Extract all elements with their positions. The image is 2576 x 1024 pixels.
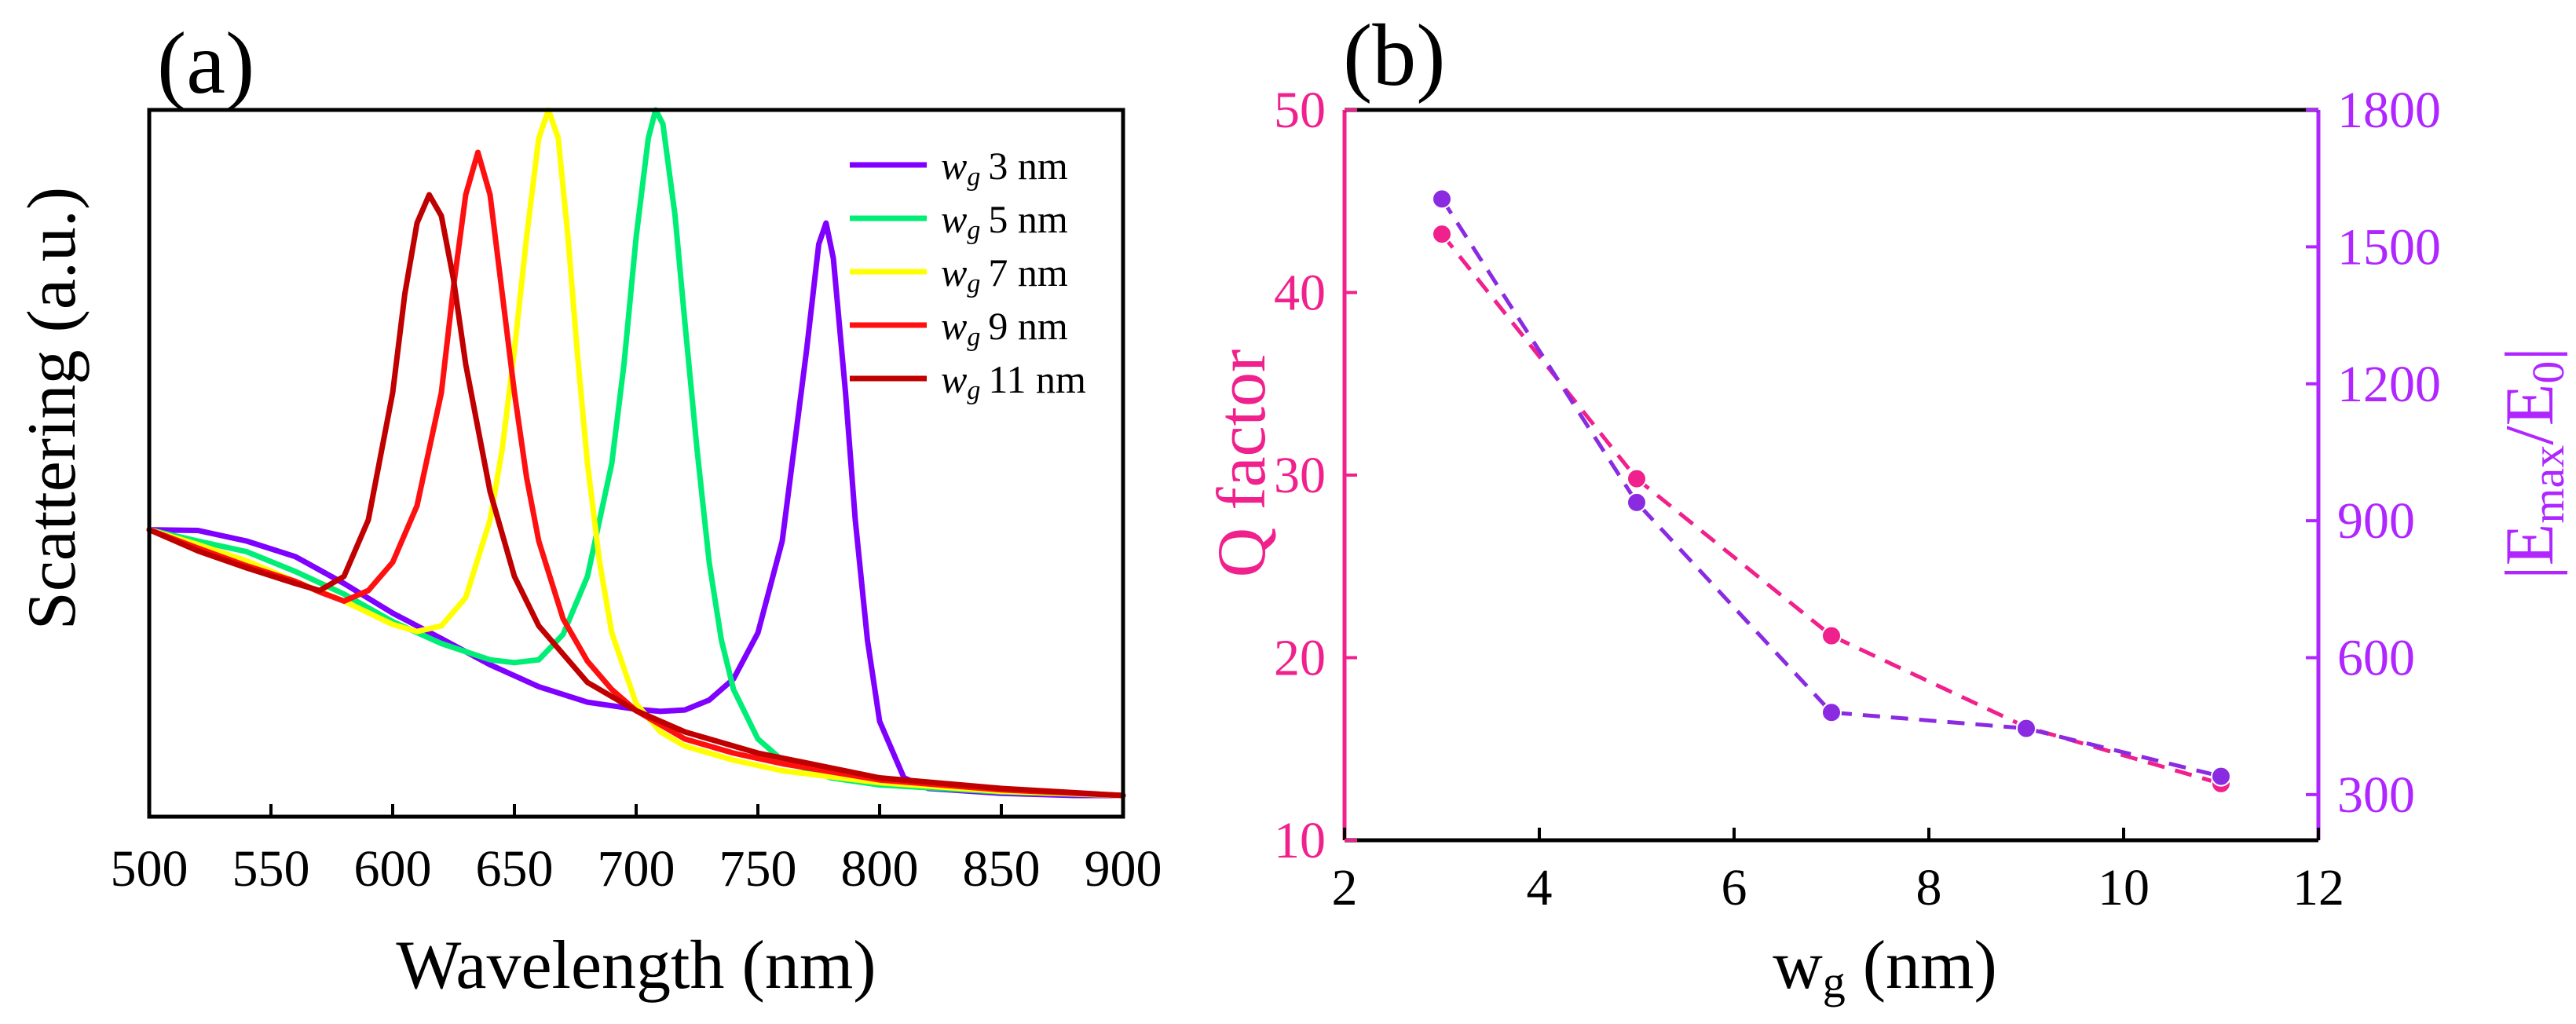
panel-a-x-tick-label: 600 xyxy=(354,840,432,898)
panel-a-series-line-0 xyxy=(146,220,1126,799)
panel-a-series-line-3 xyxy=(146,149,1126,799)
panel-a-x-tick-label: 550 xyxy=(232,840,310,898)
panel-a-series-line-4 xyxy=(146,192,1126,799)
panel-a-x-axis-label: Wavelength (nm) xyxy=(396,927,876,1004)
panel-b-right-axis-label-sub2: 0 xyxy=(2523,361,2574,384)
panel-b-point-1-3 xyxy=(2016,718,2036,739)
panel-b-point-0-1 xyxy=(1626,468,1647,489)
panel-b-point-1-4 xyxy=(2211,766,2231,787)
panel-b-x-tick-label: 4 xyxy=(1527,859,1553,916)
legend-label-4: wg 11 nm xyxy=(941,357,1086,405)
panel-b-right-tick-label: 1200 xyxy=(2337,356,2441,413)
panel-a-x-tick-label: 700 xyxy=(598,840,675,898)
legend-name: 11 nm xyxy=(988,357,1086,401)
panel-b-point-0-2 xyxy=(1821,625,1842,646)
panel-b-x-tick-label: 2 xyxy=(1332,859,1358,916)
panel-a-x-tick-label: 650 xyxy=(476,840,554,898)
panel-b-series-line-0 xyxy=(1440,232,2222,786)
legend-prefix: w xyxy=(941,144,967,188)
panel-a-label: (a) xyxy=(157,15,254,112)
panel-b-left-tick-label: 40 xyxy=(1274,265,1326,322)
legend-name: 3 nm xyxy=(988,144,1068,188)
panel-a-x-tick-label: 800 xyxy=(841,840,919,898)
panel-a-y-axis-label: Scattering (a.u.) xyxy=(14,187,90,630)
panel-b-x-axis-label-sub: g xyxy=(1823,956,1846,1008)
panel-b-right-tick-label: 1500 xyxy=(2337,218,2441,276)
panel-b-x-tick-label: 10 xyxy=(2098,859,2150,916)
panel-b-label: (b) xyxy=(1343,7,1446,104)
legend-name: 9 nm xyxy=(988,304,1068,348)
panel-a-x-tick-label: 750 xyxy=(719,840,797,898)
panel-b-right-tick-label: 300 xyxy=(2337,766,2415,824)
panel-b-right-axis-label-prefix: |E xyxy=(2492,524,2568,580)
panel-b-right-tick-label: 900 xyxy=(2337,492,2415,550)
legend-prefix: w xyxy=(941,197,967,241)
panel-b-right-axis-label-mid: /E xyxy=(2492,384,2568,445)
legend-name: 5 nm xyxy=(988,197,1068,241)
legend-subscript: g xyxy=(967,376,980,405)
panel-b-x-tick-label: 8 xyxy=(1916,859,1942,916)
panel-a-x-tick-label: 900 xyxy=(1085,840,1162,898)
panel-b-series xyxy=(1432,188,2231,794)
panel-b-point-1-2 xyxy=(1821,702,1842,723)
panel-a-series xyxy=(146,107,1126,799)
panel-b-left-tick-label: 10 xyxy=(1274,812,1326,869)
legend-subscript: g xyxy=(967,323,980,352)
panel-b-right-tick-label: 1800 xyxy=(2337,82,2441,139)
panel-a-x-tick-label: 850 xyxy=(963,840,1041,898)
panel-b-left-tick-label: 20 xyxy=(1274,630,1326,687)
panel-b-right-axis-label-sub1: max xyxy=(2523,445,2574,524)
legend-label-3: wg 9 nm xyxy=(941,304,1068,352)
panel-b-x-tick-label: 12 xyxy=(2292,859,2344,916)
panel-b-series-line-1 xyxy=(1440,197,2222,779)
panel-a-x-tick-label: 500 xyxy=(111,840,188,898)
legend-prefix: w xyxy=(941,251,967,294)
legend-label-0: wg 3 nm xyxy=(941,144,1068,192)
legend-name: 7 nm xyxy=(988,251,1068,294)
panel-b-x-axis-label-unit: (nm) xyxy=(1846,927,1997,1004)
panel-b-right-axis-label-suffix: | xyxy=(2492,347,2568,361)
panel-b-axes: 2 4 6 8 10 12 10 20 30 40 50 300 600 900 1200 1500 1800 xyxy=(1274,82,2441,916)
legend-subscript: g xyxy=(967,163,980,192)
panel-b-point-0-0 xyxy=(1432,224,1452,245)
panel-b-x-tick-label: 6 xyxy=(1722,859,1747,916)
panel-b-point-1-1 xyxy=(1626,492,1647,513)
panel-b-right-axis-label: |Emax/E0| xyxy=(2492,347,2574,580)
panel-b-right-tick-label: 600 xyxy=(2337,630,2415,687)
legend-subscript: g xyxy=(967,216,980,245)
panel-b-left-tick-label: 50 xyxy=(1274,82,1326,139)
legend-subscript: g xyxy=(967,269,980,298)
panel-b: (b) 2 4 6 8 10 12 10 20 30 40 50 300 600 900 1200 1500 1… xyxy=(1204,7,2574,1008)
panel-a-x-ticks: 500 550 600 650 700 750 800 850 900 xyxy=(111,804,1162,898)
legend-prefix: w xyxy=(941,304,967,348)
legend-label-1: wg 5 nm xyxy=(941,197,1068,245)
panel-b-x-axis-label: wg (nm) xyxy=(1773,927,1997,1008)
panel-b-left-tick-label: 30 xyxy=(1274,447,1326,504)
legend-label-2: wg 7 nm xyxy=(941,251,1068,298)
panel-b-point-1-0 xyxy=(1432,188,1452,210)
panel-a-series-line-2 xyxy=(146,107,1126,799)
panel-b-x-axis-label-main: w xyxy=(1773,927,1823,1004)
panel-a-series-line-1 xyxy=(146,107,1126,799)
panel-a: (a) 500 550 600 650 700 750 800 850 900 wg 3 nmwg… xyxy=(14,15,1162,1004)
panel-b-left-axis-label: Q factor xyxy=(1204,349,1280,578)
legend-prefix: w xyxy=(941,357,967,401)
